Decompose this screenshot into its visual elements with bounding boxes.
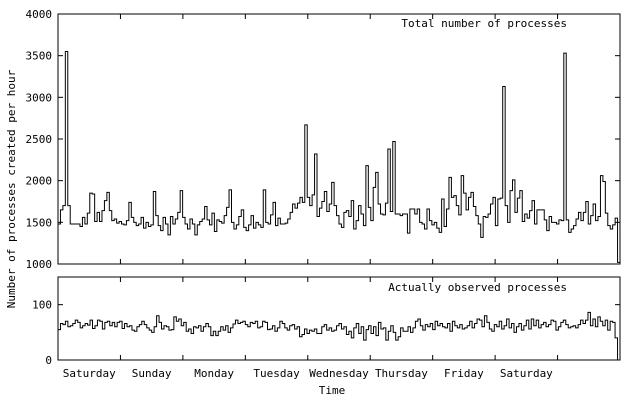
bottom-panel: 0 100 Saturday Sunday Monday Tuesday Wednesday… [32,276,621,380]
top-y-tick-label: 4000 [26,8,53,21]
x-day-label: Thursday [375,367,428,380]
top-y-tick-label: 2000 [26,175,53,188]
top-y-tick-label: 3500 [26,50,53,63]
top-plot-frame [57,13,621,265]
x-day-label: Saturday [63,367,116,380]
x-day-label: Wednesday [309,367,369,380]
x-day-label: Monday [194,367,234,380]
bottom-legend-label: Actually observed processes [388,281,567,294]
top-y-tick-label: 3000 [26,91,53,104]
top-y-tick-label: 1000 [26,258,53,271]
top-series-line [58,51,620,263]
bottom-series-line [58,311,620,361]
x-axis-title: Time [319,384,346,397]
x-day-label: Tuesday [253,367,300,380]
bottom-plot-frame [57,276,621,361]
x-day-label: Saturday [500,367,553,380]
top-legend-label: Total number of processes [401,17,567,30]
top-y-tick-label: 2500 [26,133,53,146]
x-day-label: Sunday [132,367,172,380]
y-axis-title: Number of processes created per hour [5,69,18,308]
top-panel: 1000 1500 2000 2500 3000 3500 4000 Total number… [26,8,621,271]
bottom-y-tick-label: 0 [45,354,52,367]
bottom-y-tick-label: 100 [32,299,52,312]
x-day-label: Friday [444,367,484,380]
top-y-tick-label: 1500 [26,216,53,229]
